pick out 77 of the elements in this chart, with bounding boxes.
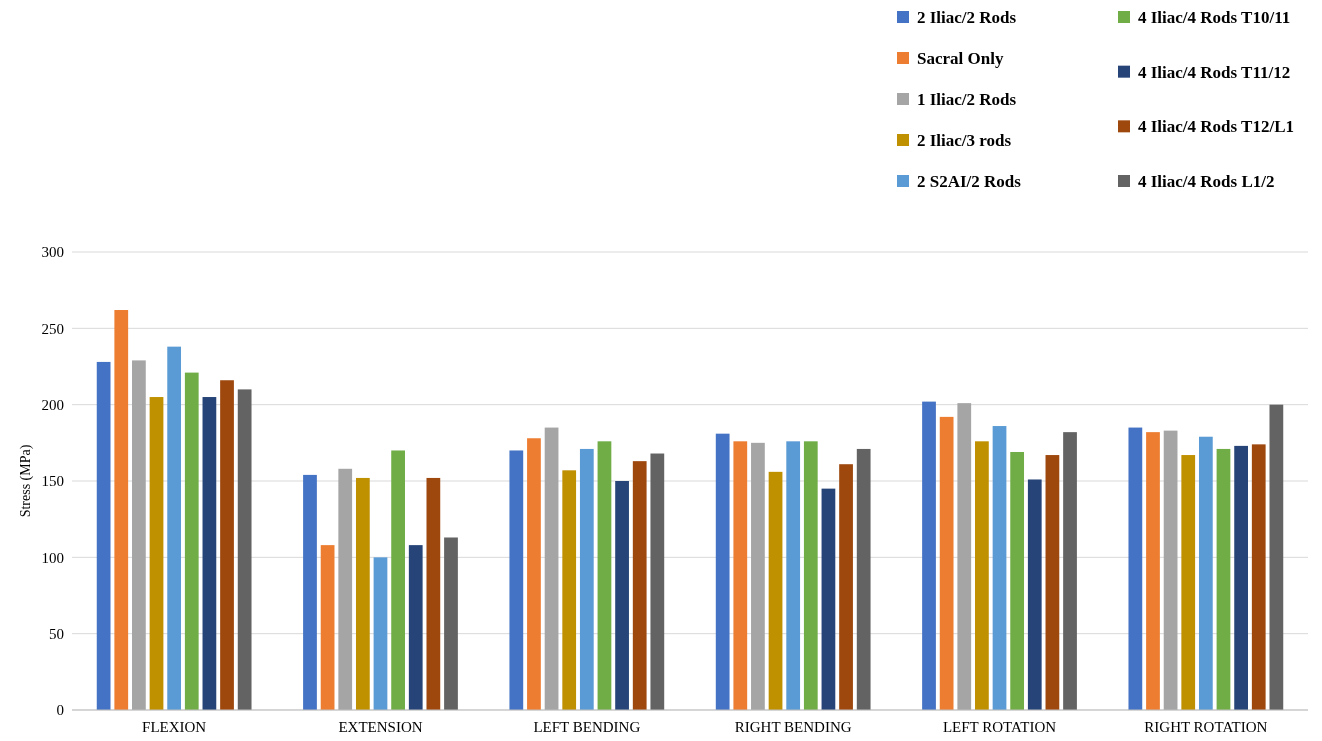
x-tick-label: LEFT BENDING <box>533 719 641 735</box>
y-tick-label: 150 <box>41 473 64 490</box>
legend-label: Sacral Only <box>917 48 1004 68</box>
bar <box>733 441 748 710</box>
bar <box>1251 444 1266 710</box>
bar <box>597 441 612 710</box>
bar <box>373 557 388 710</box>
bar <box>391 450 405 710</box>
bar <box>1146 432 1160 710</box>
bar <box>149 397 164 710</box>
bar <box>220 380 234 710</box>
bar <box>167 346 182 710</box>
bar <box>96 361 111 710</box>
bar <box>509 450 524 710</box>
bar <box>768 471 783 710</box>
bar <box>1128 427 1143 710</box>
bar <box>1163 430 1178 710</box>
bar <box>444 537 458 710</box>
legend-label: 4 Iliac/4 Rods T10/11 <box>1138 7 1291 27</box>
y-tick-label: 0 <box>56 702 64 719</box>
y-tick-label: 50 <box>49 625 64 642</box>
bar <box>803 441 818 710</box>
y-tick-label: 300 <box>41 244 64 261</box>
bar <box>184 372 199 710</box>
bar <box>957 403 972 710</box>
y-tick-label: 200 <box>41 396 64 413</box>
bar <box>939 416 954 710</box>
y-tick-label: 250 <box>41 320 64 337</box>
bar <box>579 448 594 710</box>
bar <box>202 397 217 710</box>
bar <box>615 481 629 710</box>
bar <box>562 470 577 710</box>
x-tick-label: RIGHT ROTATION <box>1144 719 1268 735</box>
legend-label: 4 Iliac/4 Rods T12/L1 <box>1138 117 1295 137</box>
bar <box>786 441 801 710</box>
y-tick-label: 100 <box>41 549 64 566</box>
bar <box>650 453 665 710</box>
bar <box>1010 451 1025 710</box>
bar <box>408 545 423 710</box>
x-tick-label: EXTENSION <box>338 719 423 735</box>
bar <box>544 427 559 710</box>
bar <box>303 474 317 710</box>
bar <box>751 442 765 710</box>
bar <box>992 426 1007 710</box>
bar <box>839 464 853 710</box>
legend-label: 2 Iliac/2 Rods <box>917 7 1017 27</box>
bar <box>1063 432 1077 710</box>
bar <box>1181 455 1196 710</box>
legend-label: 2 S2AI/2 Rods <box>917 171 1022 191</box>
legend-label: 4 Iliac/4 Rods L1/2 <box>1138 171 1275 191</box>
bar <box>114 310 129 710</box>
legend-label: 4 Iliac/4 Rods T11/12 <box>1138 62 1291 82</box>
bar <box>320 545 335 710</box>
y-axis-title: Stress (MPa) <box>18 444 34 518</box>
bar <box>1216 448 1231 710</box>
legend-label: 2 Iliac/3 rods <box>917 130 1012 150</box>
bar <box>1027 479 1042 710</box>
x-tick-label: LEFT ROTATION <box>942 719 1057 735</box>
bar <box>237 389 252 710</box>
bar <box>132 360 146 710</box>
legend-label: 1 Iliac/2 Rods <box>917 89 1017 109</box>
x-tick-label: FLEXION <box>142 719 207 735</box>
bar <box>1198 436 1213 710</box>
bar <box>715 433 730 710</box>
bar <box>632 461 647 710</box>
bar <box>1045 455 1060 710</box>
bar <box>856 448 871 710</box>
bar <box>527 438 541 710</box>
bar <box>821 488 836 710</box>
bar <box>1269 404 1284 710</box>
bar <box>338 468 353 710</box>
bar <box>975 441 989 710</box>
bar <box>1234 445 1248 710</box>
bar <box>426 477 441 710</box>
bar <box>922 401 936 710</box>
x-tick-label: RIGHT BENDING <box>734 719 852 735</box>
bar <box>355 477 370 710</box>
